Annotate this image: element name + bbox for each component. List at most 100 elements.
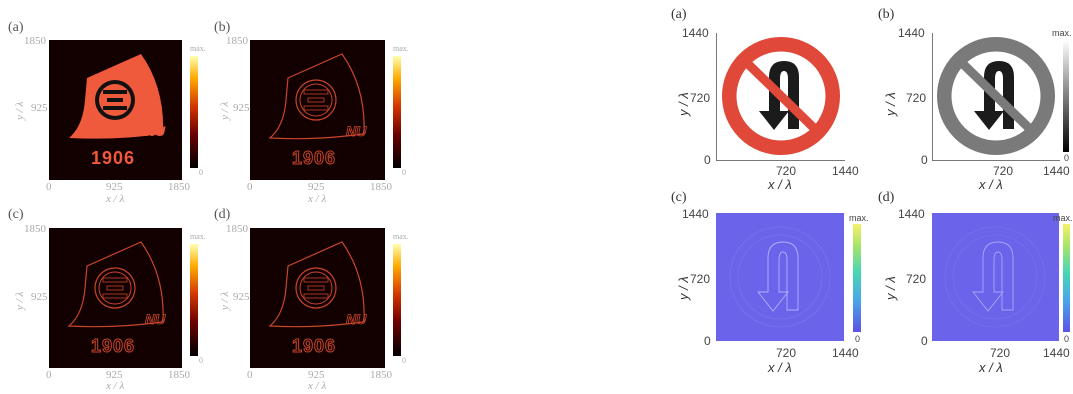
- y-tick-mid: 720: [906, 272, 927, 286]
- x-axis-label: x / λ: [106, 380, 125, 392]
- no-u-turn-sign: [722, 37, 840, 155]
- panel-label: (c): [8, 207, 24, 222]
- intensity-image: NU 1906: [250, 228, 385, 368]
- colorbar-max: max.: [849, 213, 869, 223]
- logo-edge-svg: NU: [268, 53, 368, 139]
- x-tick-right: 1850: [168, 181, 190, 193]
- panel-label: (c): [671, 190, 687, 205]
- svg-text:NU: NU: [346, 123, 367, 139]
- x-tick-right: 1850: [370, 369, 392, 381]
- y-tick-top: 1440: [898, 207, 925, 221]
- intensity-image: NU 1906: [49, 228, 182, 368]
- y-tick-mid: 925: [233, 102, 250, 114]
- year-label: 1906: [91, 148, 136, 168]
- u-turn-outline: [729, 226, 831, 328]
- x-tick-mid: 925: [106, 181, 123, 193]
- x-tick-right: 1850: [370, 181, 392, 193]
- x-tick-left: 0: [46, 369, 52, 381]
- y-tick-mid: 925: [31, 102, 48, 114]
- field-image: [932, 213, 1059, 341]
- sign-image: [716, 33, 845, 161]
- y-tick-top: 1850: [24, 35, 46, 47]
- y-tick-bottom: 0: [704, 153, 711, 167]
- colorbar: [190, 56, 198, 168]
- y-axis-label: y / λ: [883, 92, 898, 116]
- colorbar-min: 0: [855, 334, 861, 344]
- field-image: [716, 213, 844, 341]
- x-axis-label: x / λ: [308, 380, 327, 392]
- logo-svg: NU: [69, 54, 166, 139]
- colorbar-max: max.: [190, 232, 206, 241]
- x-axis-label: x / λ: [768, 177, 792, 192]
- x-tick-right: 1440: [1043, 164, 1070, 178]
- colorbar: [393, 244, 401, 356]
- y-tick-mid: 720: [906, 91, 927, 105]
- x-tick-mid: 720: [776, 346, 797, 360]
- x-tick-mid: 925: [308, 369, 325, 381]
- colorbar: [1063, 224, 1070, 332]
- x-tick-right: 1440: [1043, 346, 1070, 360]
- y-tick-mid: 925: [233, 291, 250, 303]
- y-axis-label: y / λ: [219, 291, 231, 310]
- x-tick-mid: 720: [993, 164, 1014, 178]
- u-turn-arrow-icon: [757, 241, 799, 312]
- logo-edge-svg: NU: [67, 241, 167, 327]
- y-axis-label: y / λ: [676, 276, 691, 300]
- x-tick-mid: 720: [776, 164, 797, 178]
- year-label: 1906: [90, 336, 136, 357]
- x-tick-left: 0: [247, 369, 253, 381]
- colorbar-min: 0: [199, 356, 203, 365]
- colorbar-max: max.: [1053, 213, 1073, 223]
- y-axis-label: y / λ: [14, 101, 26, 120]
- x-tick-right: 1850: [168, 369, 190, 381]
- colorbar-min: 0: [1064, 334, 1070, 344]
- y-tick-top: 1440: [682, 26, 709, 40]
- u-turn-arrow-icon: [972, 241, 1014, 312]
- x-axis-label: x / λ: [308, 193, 327, 205]
- colorbar: [393, 56, 401, 168]
- y-axis-label: y / λ: [219, 101, 231, 120]
- sign-image: [932, 33, 1060, 161]
- x-tick-mid: 925: [308, 181, 325, 193]
- svg-text:NU: NU: [346, 311, 367, 327]
- y-tick-mid: 720: [690, 91, 711, 105]
- y-tick-top: 1440: [898, 26, 925, 40]
- y-axis-label: y / λ: [676, 92, 691, 116]
- sign-outer-ring: [722, 37, 840, 155]
- intensity-image: NU 1906: [250, 40, 385, 180]
- colorbar: [853, 224, 861, 332]
- colorbar-max: max.: [393, 44, 409, 53]
- colorbar: [190, 244, 198, 356]
- colorbar: [1063, 40, 1069, 152]
- y-tick-top: 1850: [24, 223, 46, 235]
- y-tick-bottom: 0: [921, 153, 928, 167]
- colorbar-max: max.: [190, 44, 206, 53]
- year-label: 1906: [291, 148, 337, 169]
- x-tick-mid: 720: [990, 346, 1011, 360]
- y-tick-top: 1440: [682, 207, 709, 221]
- colorbar-min: 0: [402, 356, 406, 365]
- x-axis-label: x / λ: [106, 193, 125, 205]
- panel-label: (d): [214, 207, 231, 222]
- logo-edge-svg: NU: [268, 241, 368, 327]
- x-axis-label: x / λ: [979, 360, 1003, 375]
- y-tick-mid: 720: [690, 272, 711, 286]
- u-turn-outline: [944, 226, 1046, 328]
- x-axis-label: x / λ: [979, 177, 1003, 192]
- y-tick-top: 1850: [226, 35, 248, 47]
- intensity-image: NU 1906: [49, 40, 182, 180]
- x-tick-mid: 925: [106, 369, 123, 381]
- colorbar-min: 0: [199, 168, 203, 177]
- colorbar-max: max.: [1052, 28, 1072, 38]
- y-tick-bottom: 0: [921, 334, 928, 348]
- year-label: 1906: [291, 336, 337, 357]
- x-tick-right: 1440: [832, 346, 859, 360]
- nu-text: NU: [145, 123, 166, 139]
- panel-label: (a): [671, 7, 687, 22]
- colorbar-max: max.: [393, 232, 409, 241]
- no-u-turn-sign-gray: [937, 37, 1055, 155]
- x-tick-left: 0: [46, 181, 52, 193]
- panel-label: (a): [8, 20, 24, 35]
- panel-label: (d): [878, 190, 895, 205]
- panel-label: (b): [214, 20, 231, 35]
